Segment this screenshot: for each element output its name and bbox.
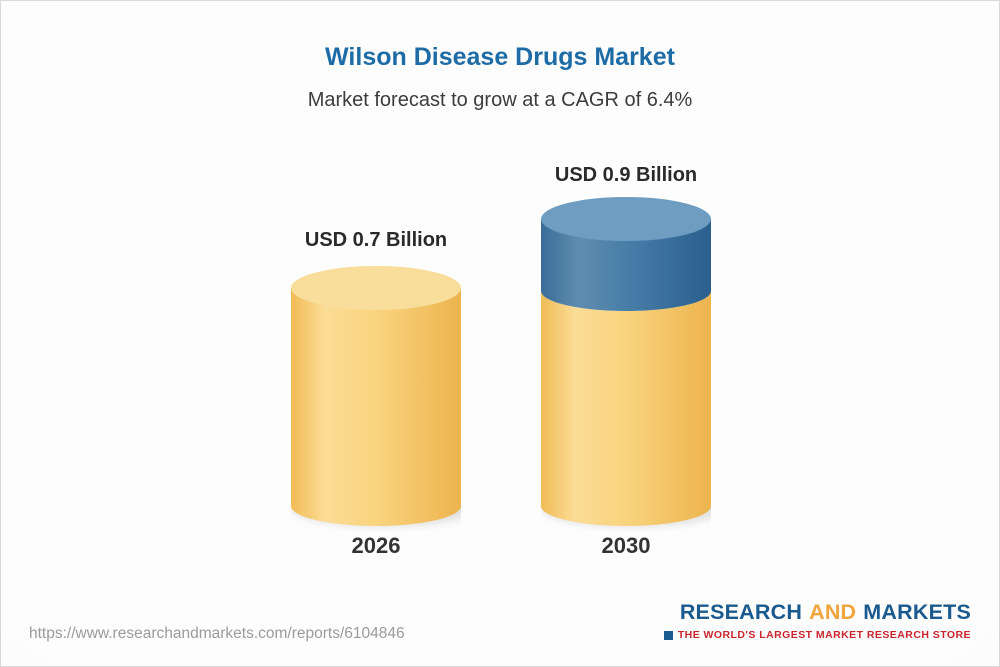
logo-tagline-row: THE WORLD'S LARGEST MARKET RESEARCH STOR… (663, 629, 971, 641)
chart-subtitle: Market forecast to grow at a CAGR of 6.4… (307, 89, 693, 111)
bar-2026-body (291, 288, 461, 526)
bar-value-label-2030: USD 0.9 Billion (554, 164, 698, 186)
logo-wordmark: RESEARCH AND MARKETS (664, 600, 971, 625)
research-and-markets-logo: RESEARCH AND MARKETS THE WORLD'S LARGEST… (663, 600, 971, 641)
logo-square-icon (663, 630, 673, 640)
bar-2030-cylinder (541, 197, 711, 527)
logo-word-markets: MARKETS (863, 600, 971, 624)
bar-value-label-2026: USD 0.7 Billion (304, 229, 448, 251)
axis-label-2026: 2026 (351, 533, 401, 558)
report-url-text: https://www.researchandmarkets.com/repor… (29, 625, 405, 642)
logo-word-and: AND (809, 600, 857, 624)
chart-title: Wilson Disease Drugs Market (325, 43, 675, 71)
bar-2030-base-body (541, 291, 711, 526)
bar-2026-cylinder (291, 266, 461, 527)
bar-2030-growth-body (541, 219, 711, 311)
bar-2030-top (541, 197, 711, 241)
bar-2026-top (291, 266, 461, 310)
axis-label-2030: 2030 (601, 533, 651, 558)
logo-word-research: RESEARCH (679, 600, 803, 624)
logo-tagline-text: THE WORLD'S LARGEST MARKET RESEARCH STOR… (677, 629, 971, 641)
